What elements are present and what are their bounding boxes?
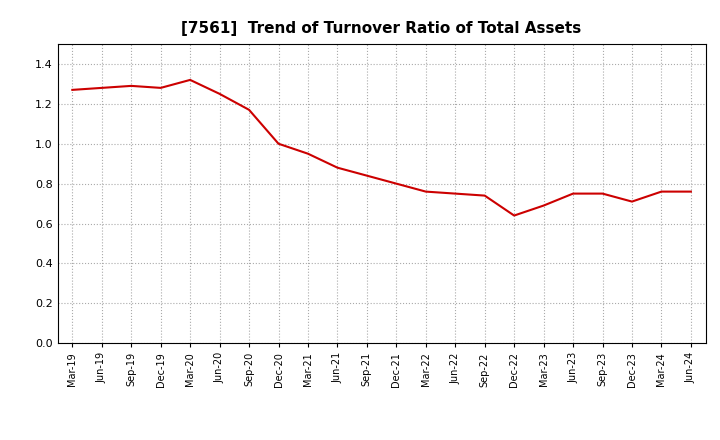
Title: [7561]  Trend of Turnover Ratio of Total Assets: [7561] Trend of Turnover Ratio of Total …	[181, 21, 582, 36]
